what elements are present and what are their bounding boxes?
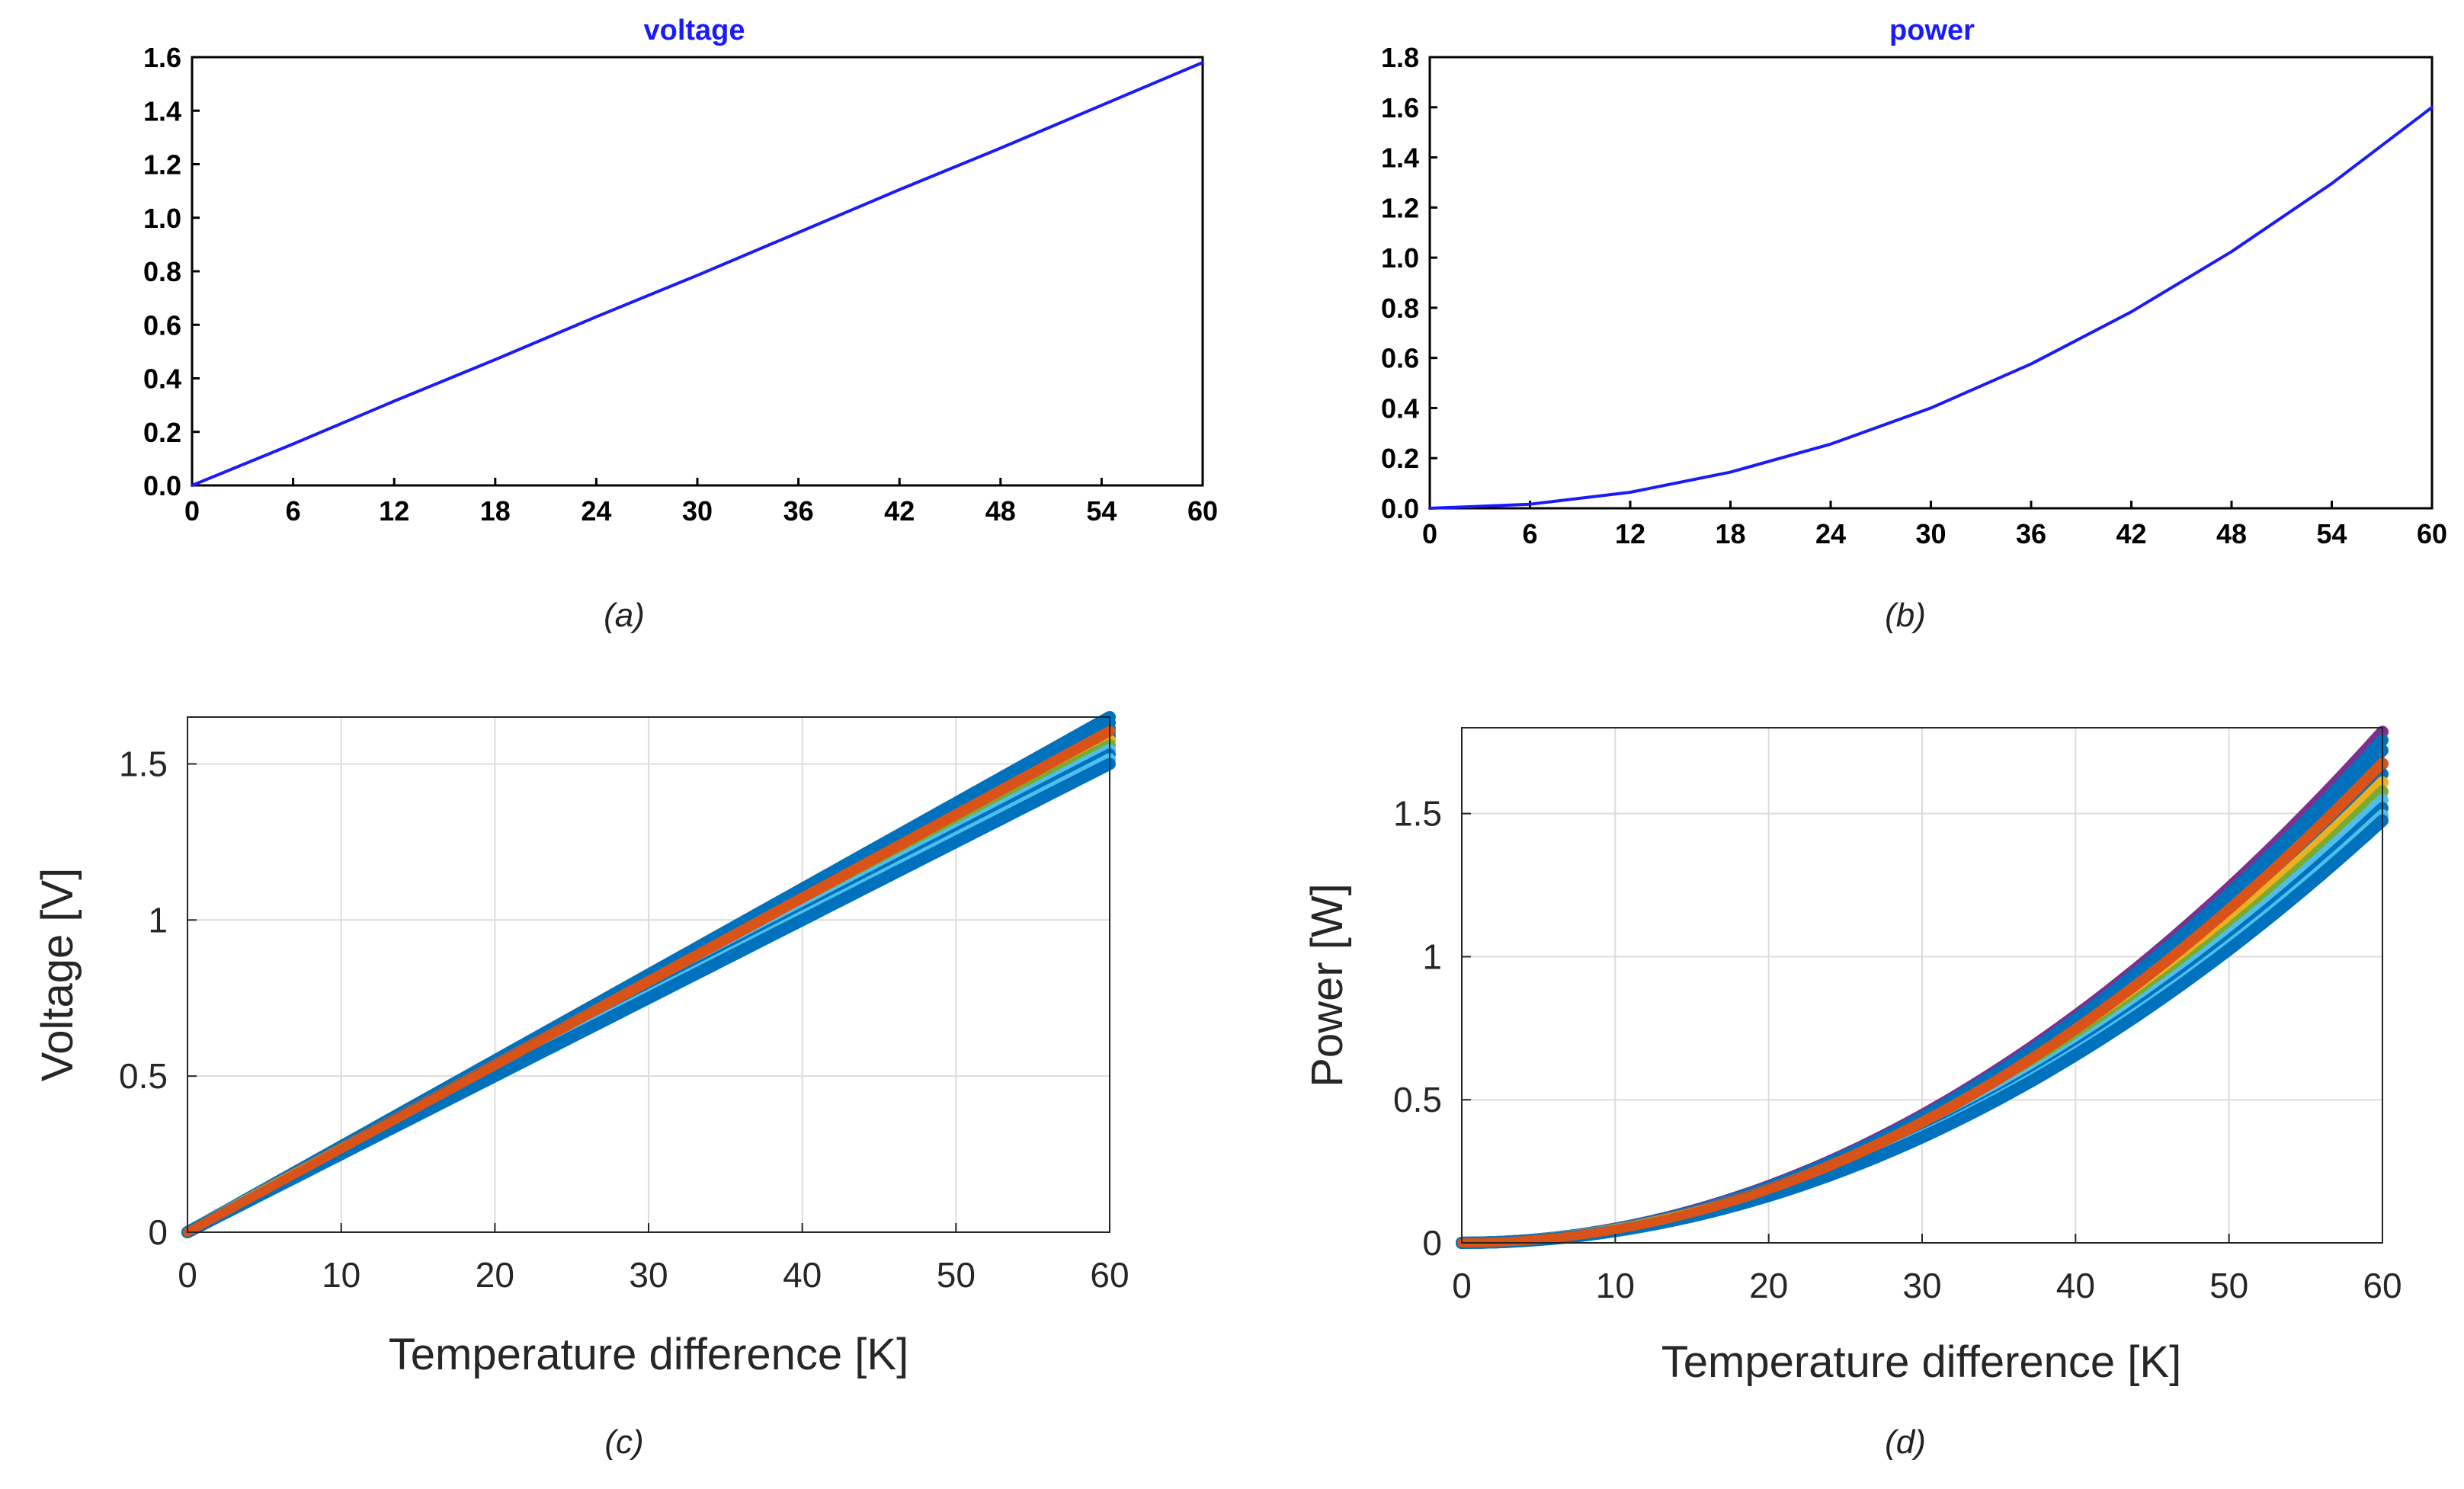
y-tick-label: 1: [1422, 937, 1442, 976]
y-axis-label: Power [W]: [1302, 883, 1352, 1087]
x-axis-label: Temperature difference [K]: [389, 1330, 908, 1379]
y-tick-label: 0: [148, 1212, 168, 1252]
series-line: [191, 61, 1204, 487]
x-tick-label: 42: [2116, 518, 2146, 549]
y-tick-label: 1.0: [143, 203, 181, 234]
x-tick-label: 24: [1815, 518, 1846, 549]
series-group: [191, 61, 1204, 487]
y-tick-label: 1.6: [1381, 92, 1419, 123]
y-tick-label: 0.4: [1381, 392, 1419, 424]
y-axis-label: Voltage [V]: [33, 868, 82, 1082]
y-tick-label: 0.6: [143, 309, 181, 341]
x-tick-label: 50: [937, 1255, 976, 1295]
x-tick-label: 0: [178, 1255, 197, 1295]
y-tick-label: 1.2: [1381, 192, 1419, 223]
series-group: [181, 711, 1116, 1238]
highlight-series-line: [183, 727, 1114, 1237]
y-tick-label: 1.5: [119, 744, 168, 783]
chart-title: voltage: [643, 14, 745, 46]
chart-title: power: [1889, 14, 1975, 46]
panel-caption-b: (b): [1885, 597, 1926, 634]
panel-b-power-chart: power 0 6 12 18 24 30 36 42 48 54 60 0.0 0.2 0.4 0.6 0.…: [1381, 14, 2447, 634]
y-tick-label: 0.2: [1381, 443, 1419, 474]
y-tick-label: 0.5: [1393, 1080, 1442, 1119]
y-tick-label: 1.4: [143, 95, 181, 126]
x-tick-label: 40: [2056, 1266, 2095, 1305]
y-tick-label: 1.4: [1381, 142, 1419, 174]
panel-caption-d: (d): [1885, 1423, 1926, 1461]
x-tick-label: 20: [1749, 1266, 1788, 1305]
x-tick-label: 48: [985, 495, 1016, 527]
series-group: [1428, 105, 2434, 510]
y-tick-label: 0.5: [119, 1056, 168, 1096]
x-tick-label: 54: [1086, 495, 1117, 527]
y-tick-label: 0.4: [143, 363, 181, 395]
plot-frame: [1428, 56, 2434, 510]
tick-group: 0 10 20 30 40 50 60 0 0.5 1 1.5: [1393, 794, 2402, 1305]
panel-caption-c: (c): [604, 1423, 643, 1461]
x-tick-label: 60: [1090, 1255, 1129, 1295]
y-tick-label: 0.8: [143, 256, 181, 287]
y-tick-label: 1.8: [1381, 42, 1419, 73]
series-group: [1456, 725, 2389, 1249]
y-tick-label: 0.8: [1381, 293, 1419, 324]
y-tick-label: 1.5: [1393, 794, 1442, 834]
x-tick-label: 0: [184, 495, 200, 527]
x-tick-label: 6: [1522, 518, 1537, 549]
x-tick-label: 30: [682, 495, 713, 527]
x-tick-label: 10: [1596, 1266, 1635, 1305]
x-tick-label: 60: [2417, 518, 2447, 549]
x-tick-label: 36: [2016, 518, 2046, 549]
series-line: [181, 757, 1116, 1238]
y-tick-label: 0: [1422, 1223, 1442, 1263]
highlight-series-line: [1457, 759, 2387, 1247]
x-tick-label: 30: [1915, 518, 1946, 549]
panel-d-power-ensemble: 0 10 20 30 40 50 60 0 0.5 1 1.5 Temperature differ…: [1302, 725, 2402, 1461]
y-tick-label: 1.2: [143, 149, 181, 181]
tick-group: 0 6 12 18 24 30 36 42 48 54 60 0.0 0.2 0.4 0.6 0.8 1.0 1.…: [1381, 42, 2447, 549]
y-tick-label: 0.0: [143, 470, 181, 501]
grid-group: [1461, 728, 2383, 1244]
x-tick-label: 10: [322, 1255, 360, 1295]
tick-group: 0 10 20 30 40 50 60 0 0.5 1 1.5: [119, 744, 1129, 1295]
x-tick-label: 60: [1187, 495, 1218, 527]
x-tick-label: 18: [480, 495, 511, 527]
panel-c-voltage-ensemble: 0 10 20 30 40 50 60 0 0.5 1 1.5 Temperature differ…: [33, 711, 1129, 1461]
panel-caption-a: (a): [604, 597, 645, 634]
x-tick-label: 12: [379, 495, 409, 527]
x-tick-label: 0: [1452, 1266, 1472, 1305]
x-tick-label: 60: [2363, 1266, 2402, 1305]
y-tick-label: 1: [148, 900, 168, 940]
x-tick-label: 54: [2316, 518, 2347, 549]
tick-group: 0 6 12 18 24 30 36 42 48 54 60 0.0 0.2 0.4 0.6 0.8 1.0 1.…: [143, 42, 1218, 527]
x-tick-label: 30: [629, 1255, 668, 1295]
x-tick-label: 48: [2216, 518, 2247, 549]
x-tick-label: 36: [783, 495, 814, 527]
panel-a-voltage-chart: voltage 0 6 12 18 24 30 36 42 48 54 60 0.0 0.2 0.4 0.6…: [143, 14, 1218, 634]
x-tick-label: 12: [1615, 518, 1645, 549]
series-line: [1428, 105, 2434, 510]
x-tick-label: 42: [884, 495, 915, 527]
x-tick-label: 24: [581, 495, 611, 527]
y-tick-label: 0.6: [1381, 343, 1419, 374]
x-tick-label: 20: [476, 1255, 514, 1295]
x-tick-label: 6: [286, 495, 301, 527]
x-axis-label: Temperature difference [K]: [1661, 1337, 2181, 1387]
x-tick-label: 30: [1902, 1266, 1941, 1305]
y-tick-label: 0.0: [1381, 493, 1419, 524]
y-tick-label: 1.6: [143, 42, 181, 73]
x-tick-label: 18: [1715, 518, 1745, 549]
y-tick-label: 0.2: [143, 417, 181, 448]
x-tick-label: 0: [1422, 518, 1437, 549]
x-tick-label: 50: [2209, 1266, 2248, 1305]
x-tick-label: 40: [783, 1255, 822, 1295]
y-tick-label: 1.0: [1381, 242, 1419, 274]
